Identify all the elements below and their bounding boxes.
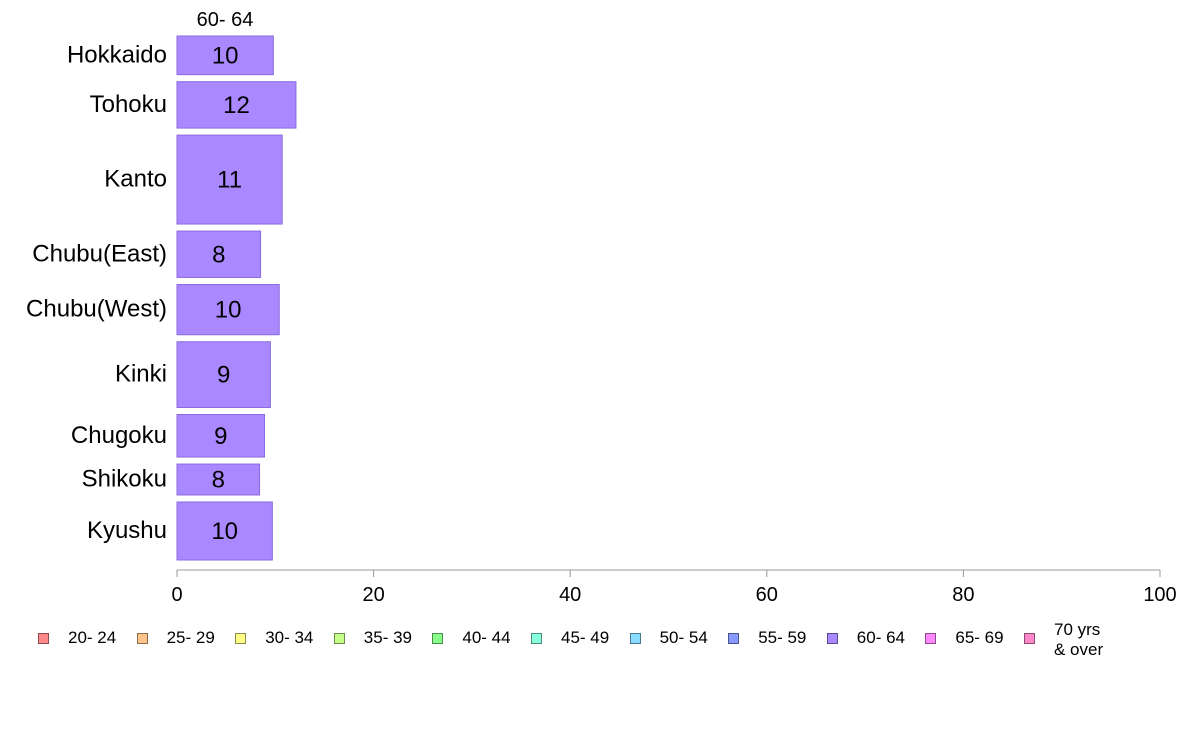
legend-swatch: [925, 633, 937, 644]
legend-item: 25- 29: [136, 622, 215, 648]
bar: [176, 413, 265, 458]
legend-label: 70 yrs & over: [1054, 620, 1104, 659]
legend-label: 25- 29: [166, 628, 215, 647]
category-label: Chubu(East): [32, 240, 167, 267]
bar-value-label: 10: [215, 297, 242, 324]
series-header: 60- 64: [197, 9, 254, 31]
legend-label: 55- 59: [758, 628, 807, 647]
legend-item: 70 yrs & over: [1024, 620, 1104, 660]
x-tick-label: 60: [756, 584, 778, 606]
category-label: Tohoku: [90, 91, 167, 118]
legend-label: 30- 34: [265, 628, 314, 647]
legend-swatch: [235, 633, 247, 644]
legend-item: 55- 59: [728, 622, 806, 648]
bar: [176, 35, 274, 76]
legend-swatch: [432, 633, 444, 644]
bar: [176, 463, 261, 496]
bar-value-label: 8: [212, 241, 225, 268]
legend-label: 35- 39: [363, 628, 412, 647]
category-label: Shikoku: [82, 466, 167, 493]
bar-value-label: 10: [212, 42, 239, 69]
legend-item: 60- 64: [826, 622, 905, 648]
bar-value-label: 12: [223, 92, 250, 119]
x-tick-label: 100: [1143, 584, 1176, 606]
legend-swatch: [1024, 633, 1035, 644]
bar-value-label: 9: [217, 362, 230, 389]
legend-item: 20- 24: [38, 622, 116, 648]
bar: [176, 230, 262, 278]
legend-label: 20- 24: [68, 628, 117, 647]
legend-swatch: [531, 633, 542, 644]
bar: [176, 501, 273, 561]
bar-value-label: 10: [211, 518, 238, 545]
bar-value-label: 11: [217, 167, 242, 194]
legend-item: 45- 49: [531, 622, 609, 648]
category-label: Kinki: [115, 361, 167, 388]
x-tick-label: 0: [171, 584, 182, 606]
legend-item: 30- 34: [235, 622, 313, 648]
legend-swatch: [826, 633, 838, 644]
legend-item: 65- 69: [925, 622, 1004, 648]
legend-label: 50- 54: [659, 628, 708, 647]
legend-item: 40- 44: [432, 622, 511, 648]
legend-swatch: [333, 633, 345, 644]
legend-item: 50- 54: [629, 622, 708, 648]
bar: [176, 283, 280, 336]
legend-label: 60- 64: [856, 628, 905, 647]
bar-chart: 60- 64 Hokkaido 10 Tohoku 12 Kanto 11 Chubu(Eas…: [26, 9, 1177, 606]
legend-swatch: [728, 633, 740, 644]
bar-value-label: 8: [212, 467, 225, 494]
category-label: Kanto: [104, 166, 167, 193]
category-label: Kyushu: [87, 517, 167, 544]
bar: [176, 81, 297, 129]
bar-value-label: 9: [214, 423, 227, 450]
legend-label: 40- 44: [462, 628, 511, 647]
x-tick-label: 80: [952, 584, 974, 606]
legend-item: 35- 39: [333, 622, 412, 648]
legend-swatch: [629, 633, 641, 644]
legend-swatch: [38, 633, 49, 644]
bar: [176, 134, 283, 225]
chart-legend: 20- 24 25- 29 30- 34 35- 39 40- 44 45- 49 50- …: [38, 620, 1178, 666]
category-label: Chugoku: [71, 422, 167, 449]
legend-swatch: [136, 633, 148, 644]
category-label: Chubu(West): [26, 296, 167, 323]
legend-label: 65- 69: [955, 628, 1004, 647]
x-tick-label: 40: [559, 584, 581, 606]
category-label: Hokkaido: [67, 41, 167, 68]
x-tick-label: 20: [362, 584, 384, 606]
bar: [176, 341, 271, 408]
legend-label: 45- 49: [561, 628, 610, 647]
